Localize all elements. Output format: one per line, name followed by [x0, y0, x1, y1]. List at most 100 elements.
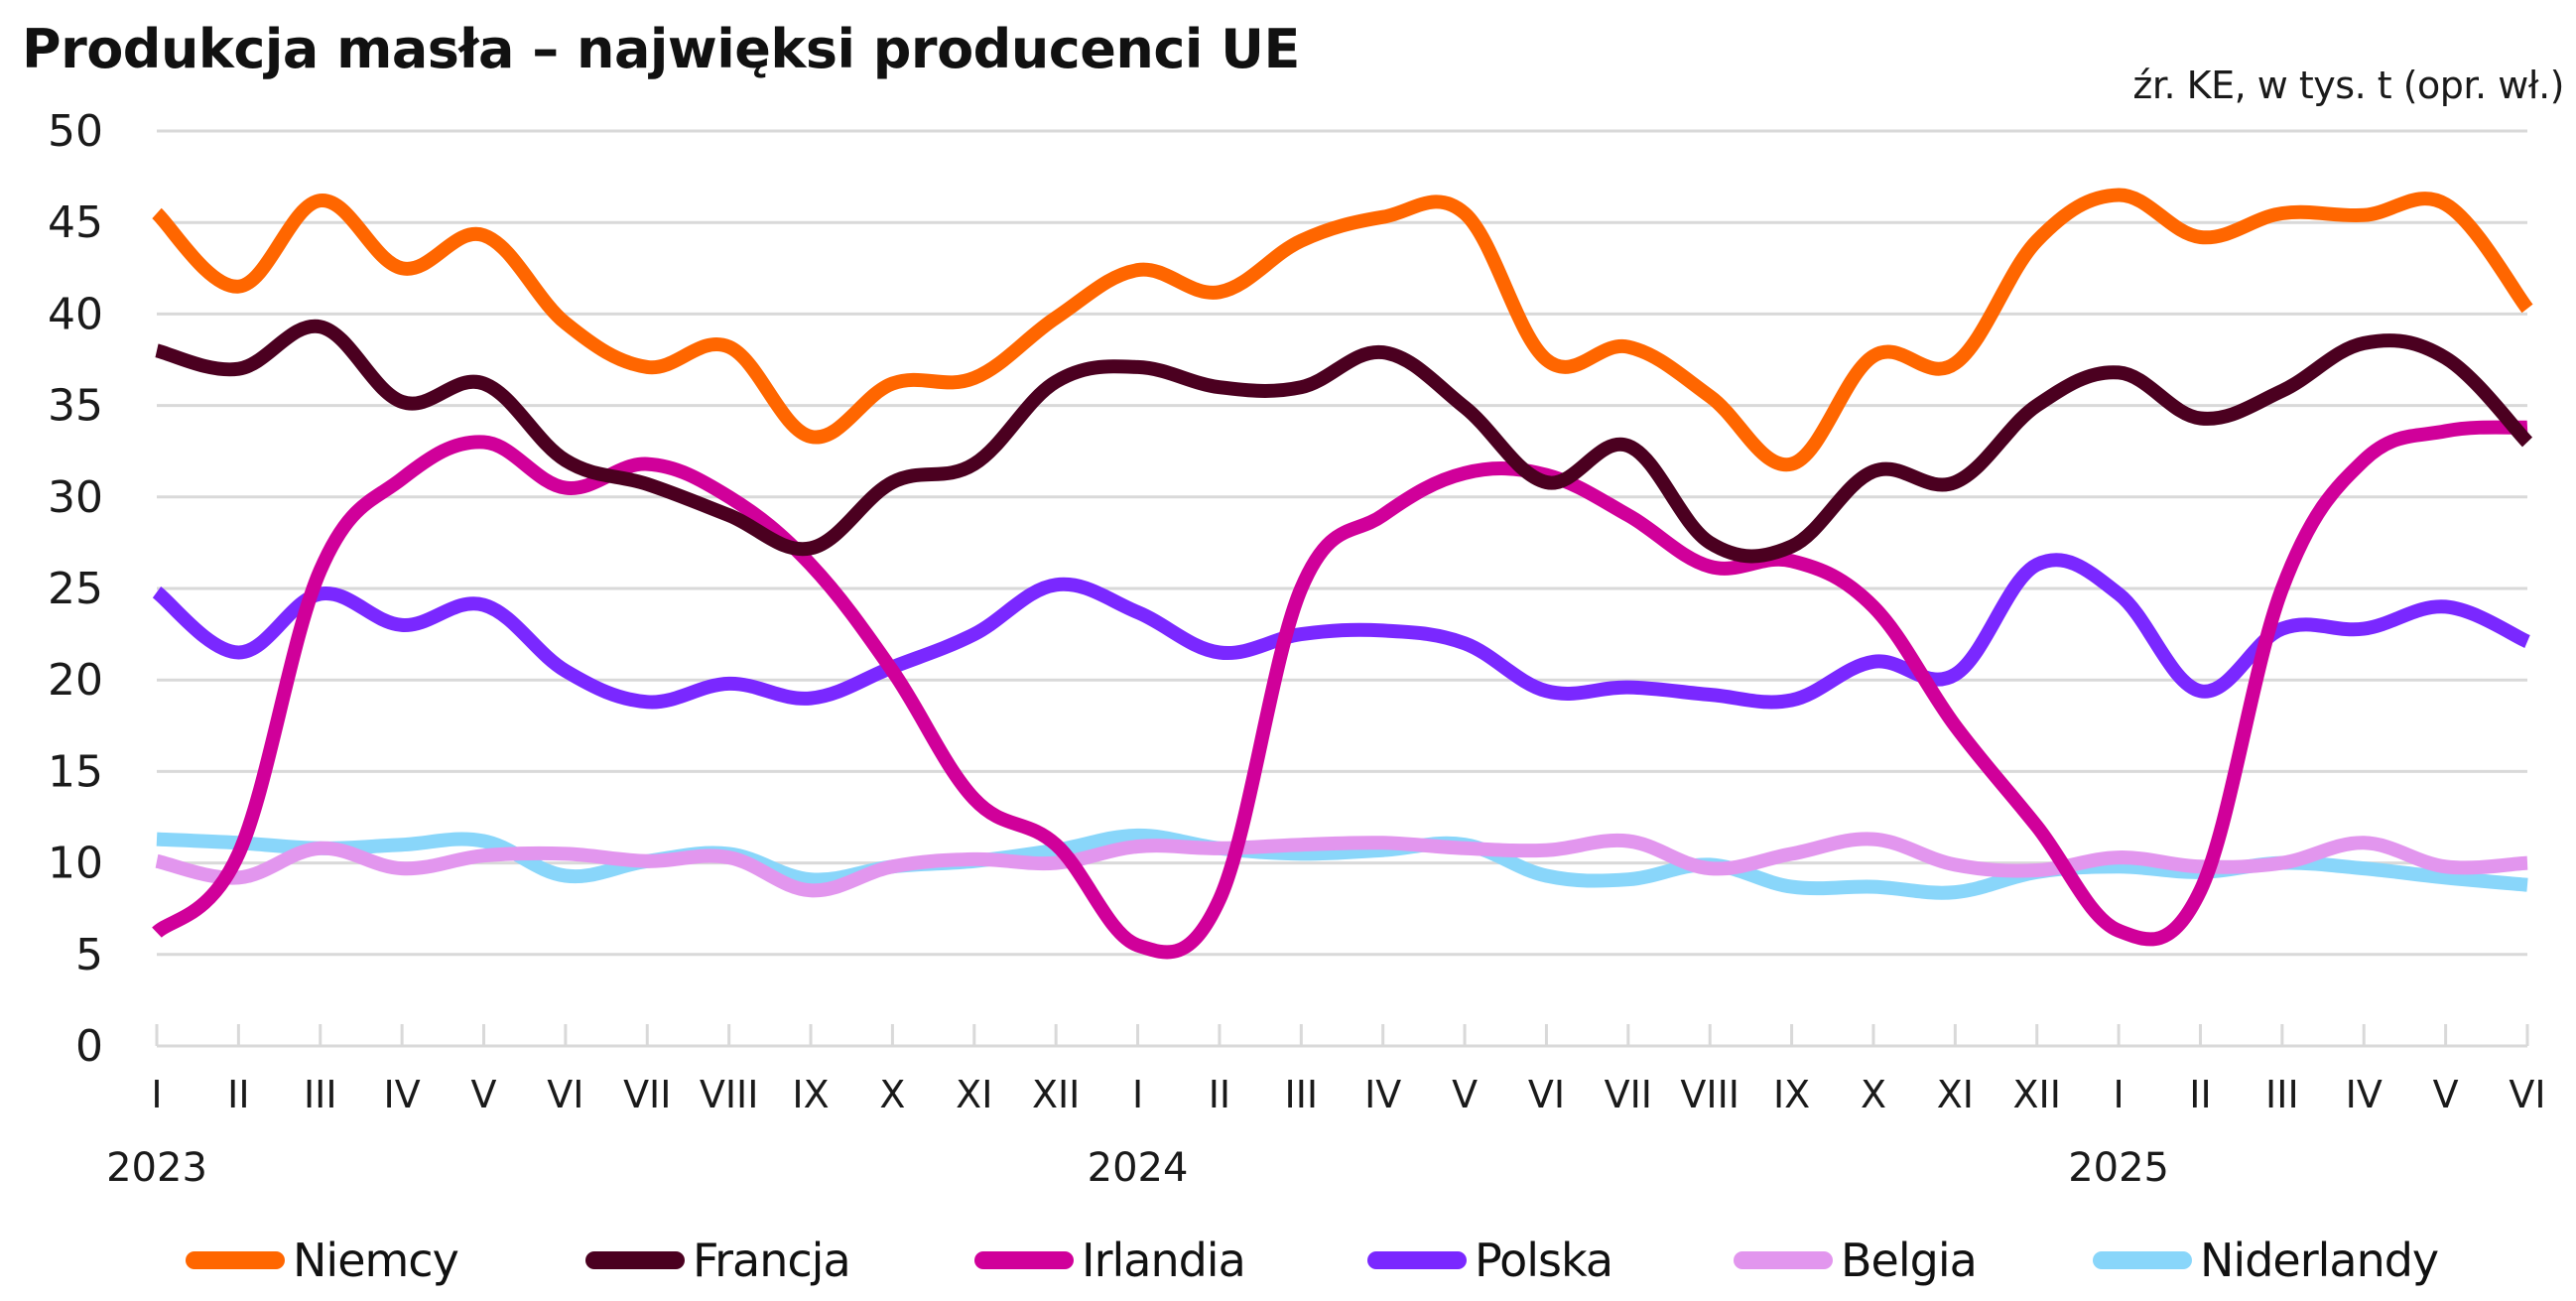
x-tick-label: X [1861, 1073, 1886, 1116]
data-point [973, 463, 974, 464]
data-point [1219, 292, 1220, 293]
data-point [2527, 308, 2528, 309]
x-tick-label: X [879, 1073, 905, 1116]
data-point [1465, 472, 1466, 473]
data-point [1791, 463, 1792, 464]
data-point [1465, 847, 1466, 848]
series-line-niemcy [152, 188, 2533, 472]
data-point [647, 860, 648, 861]
y-axis-ticks: 0 5 10 15 20 25 30 35 40 45 50 [48, 106, 103, 1072]
x-tick-label: XII [1032, 1073, 1080, 1116]
data-point [2364, 628, 2365, 629]
data-point [2119, 593, 2120, 594]
data-point [1219, 652, 1220, 653]
data-point [1872, 470, 1873, 471]
data-point [1627, 346, 1628, 347]
data-point [1056, 862, 1057, 863]
data-point [1546, 359, 1547, 360]
data-point [157, 591, 158, 592]
data-point [1219, 387, 1220, 388]
legend-label: Polska [1475, 1234, 1613, 1287]
x-tick-label: XII [2012, 1073, 2060, 1116]
data-point [973, 377, 974, 378]
data-point [320, 326, 321, 327]
data-point [973, 799, 974, 800]
series-line-irlandia [152, 420, 2528, 960]
data-point [1219, 847, 1220, 848]
y-tick-label: 15 [48, 746, 103, 797]
data-point [811, 565, 812, 566]
data-point [565, 323, 566, 324]
data-point [1382, 849, 1383, 850]
data-point [1627, 841, 1628, 842]
data-point [1301, 387, 1302, 388]
data-point [728, 683, 729, 684]
legend-item-niemcy: Niemcy [186, 1229, 459, 1292]
data-point [1546, 691, 1547, 692]
data-point [1382, 216, 1383, 217]
data-point [1382, 352, 1383, 353]
data-point [320, 570, 321, 571]
data-point [2445, 431, 2446, 432]
data-point [2364, 214, 2365, 215]
data-point [157, 350, 158, 351]
data-point [1710, 694, 1711, 695]
data-point [1872, 839, 1873, 840]
data-point [1382, 843, 1383, 844]
data-point [1382, 630, 1383, 631]
data-point [811, 698, 812, 699]
series-line-francja [155, 319, 2533, 564]
data-point [1955, 363, 1956, 364]
data-point [2036, 869, 2037, 870]
series-niemcy [152, 188, 2533, 472]
data-point [647, 463, 648, 464]
data-point [2364, 459, 2365, 460]
y-tick-label: 5 [75, 930, 103, 980]
legend-swatch-icon [1367, 1251, 1467, 1269]
series-francja [155, 319, 2533, 564]
data-point [2119, 857, 2120, 858]
chart-source-note: źr. KE, w tys. t (opr. wł.) [2132, 64, 2564, 107]
x-tick-label: II [2189, 1073, 2211, 1116]
data-point [2281, 390, 2282, 391]
data-point [1546, 875, 1547, 876]
x-tick-label: VI [2509, 1073, 2545, 1116]
data-point [1301, 634, 1302, 635]
x-tick-label: IV [1364, 1073, 1401, 1116]
data-point [2527, 884, 2528, 885]
data-point [2281, 588, 2282, 589]
series-lines [152, 188, 2533, 960]
legend-item-niderlandy: Niderlandy [2093, 1229, 2439, 1292]
data-point [1056, 381, 1057, 382]
data-point [2445, 357, 2446, 358]
x-tick-label: XI [1937, 1073, 1974, 1116]
x-axis [155, 1024, 2529, 1048]
legend-swatch-icon [585, 1251, 685, 1269]
data-point [2527, 641, 2528, 642]
data-point [1137, 835, 1138, 836]
data-point [1137, 846, 1138, 847]
data-point [2119, 930, 2120, 931]
data-point [973, 858, 974, 859]
data-point [1137, 270, 1138, 271]
data-point [1955, 864, 1956, 865]
y-tick-label: 0 [75, 1021, 103, 1072]
data-point [2281, 862, 2282, 863]
legend-item-polska: Polska [1367, 1229, 1613, 1292]
legend-swatch-icon [186, 1251, 285, 1269]
x-tick-label: VI [1528, 1073, 1565, 1116]
data-point [157, 860, 158, 861]
data-point [565, 875, 566, 876]
data-point [483, 383, 484, 384]
x-tick-label: XI [956, 1073, 992, 1116]
data-point [892, 670, 893, 671]
data-point [1791, 853, 1792, 854]
x-year-label: 2025 [2068, 1145, 2169, 1191]
data-point [2364, 868, 2365, 869]
data-point [2036, 240, 2037, 241]
data-point [2281, 212, 2282, 213]
series-belgia [155, 832, 2528, 898]
x-tick-label: V [471, 1073, 497, 1116]
x-tick-label: III [2265, 1073, 2299, 1116]
